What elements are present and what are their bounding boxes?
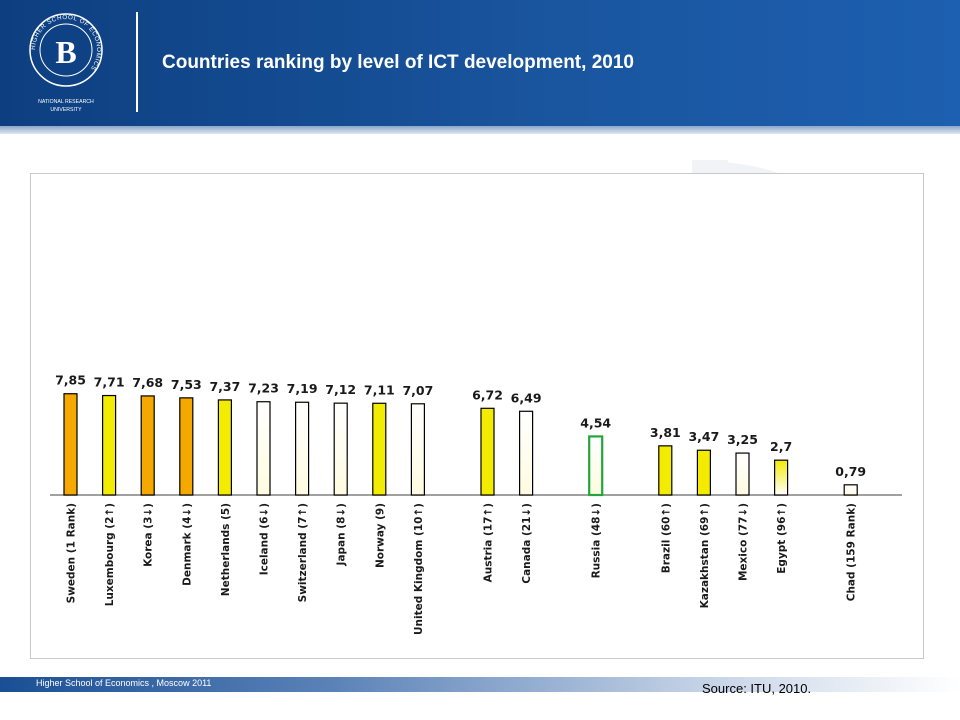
bar-14 bbox=[696, 449, 712, 496]
value-label-12: 4,54 bbox=[580, 415, 611, 430]
value-label-9: 7,07 bbox=[402, 383, 433, 398]
value-label-13: 3,81 bbox=[650, 425, 681, 440]
bar-4 bbox=[217, 399, 232, 496]
footer-bar bbox=[0, 677, 960, 692]
bar-17 bbox=[843, 484, 858, 496]
bar-5 bbox=[256, 401, 271, 496]
category-label-9: United Kingdom (10↑) bbox=[413, 503, 425, 635]
category-label-3: Denmark (4↓) bbox=[181, 503, 193, 586]
bar-8 bbox=[372, 402, 387, 496]
bar-15 bbox=[735, 452, 750, 496]
bar-9 bbox=[410, 403, 425, 496]
value-label-15: 3,25 bbox=[727, 432, 758, 447]
footer-institution: Higher School of Economics , Moscow 2011 bbox=[36, 678, 212, 688]
header-divider bbox=[0, 126, 960, 134]
value-label-11: 6,49 bbox=[511, 390, 542, 405]
bar-11 bbox=[519, 410, 534, 496]
category-label-11: Canada (21↓) bbox=[521, 503, 533, 584]
value-label-2: 7,68 bbox=[132, 375, 163, 390]
value-label-17: 0,79 bbox=[835, 464, 866, 479]
value-label-14: 3,47 bbox=[688, 429, 719, 444]
category-label-13: Brazil (60↑) bbox=[660, 503, 672, 573]
page-title: Countries ranking by level of ICT develo… bbox=[162, 52, 634, 73]
category-label-2: Korea (3↓) bbox=[143, 503, 155, 567]
bar-7 bbox=[333, 402, 348, 496]
bar-12 bbox=[588, 435, 604, 497]
category-label-5: Iceland (6↓) bbox=[259, 503, 271, 575]
category-label-1: Luxembourg (2↑) bbox=[104, 503, 116, 606]
category-label-17: Chad (159 Rank) bbox=[846, 503, 858, 601]
bar-2 bbox=[140, 395, 155, 496]
value-label-6: 7,19 bbox=[287, 381, 318, 396]
category-label-8: Norway (9) bbox=[374, 503, 386, 568]
value-label-1: 7,71 bbox=[94, 375, 125, 390]
value-label-8: 7,11 bbox=[364, 382, 395, 397]
bar-16 bbox=[773, 459, 789, 496]
value-label-3: 7,53 bbox=[171, 377, 202, 392]
bar-13 bbox=[658, 445, 673, 496]
chart-frame bbox=[30, 173, 924, 659]
category-label-6: Switzerland (7↑) bbox=[297, 503, 309, 602]
source-note: Source: ITU, 2010. bbox=[702, 681, 812, 696]
category-label-4: Netherlands (5) bbox=[220, 503, 232, 596]
category-label-15: Mexico (77↓) bbox=[738, 503, 750, 581]
value-label-5: 7,23 bbox=[248, 381, 279, 396]
bar-10 bbox=[480, 407, 495, 496]
university-logo-icon: HIGHER SCHOOL OF ECONOMICS В NATIONAL RE… bbox=[29, 13, 103, 113]
value-label-0: 7,85 bbox=[55, 373, 86, 388]
logo-caption-line1: NATIONAL RESEARCH bbox=[38, 99, 94, 105]
bar-6 bbox=[295, 401, 310, 496]
value-label-16: 2,7 bbox=[770, 439, 792, 454]
category-label-14: Kazakhstan (69↑) bbox=[699, 503, 711, 608]
header-bar bbox=[0, 0, 960, 126]
category-label-16: Egypt (96↑) bbox=[776, 503, 788, 574]
category-label-7: Japan (8↓) bbox=[336, 503, 348, 566]
value-label-10: 6,72 bbox=[472, 387, 503, 402]
category-label-0: Sweden (1 Rank) bbox=[66, 503, 78, 603]
value-label-7: 7,12 bbox=[325, 382, 356, 397]
category-label-10: Austria (17↑) bbox=[483, 503, 495, 582]
svg-text:В: В bbox=[55, 34, 76, 70]
category-label-12: Russia (48↓) bbox=[591, 503, 603, 578]
ict-ranking-chart: 7,85 7,71 7,68 7,53 7,37 7,23 7,19 7,12 7,11 7,07… bbox=[50, 373, 902, 635]
header-separator bbox=[136, 12, 138, 112]
logo-caption-line2: UNIVERSITY bbox=[50, 107, 82, 113]
value-label-4: 7,37 bbox=[209, 379, 240, 394]
bar-1 bbox=[101, 394, 117, 496]
bar-3 bbox=[179, 397, 194, 496]
bar-0 bbox=[63, 393, 78, 496]
